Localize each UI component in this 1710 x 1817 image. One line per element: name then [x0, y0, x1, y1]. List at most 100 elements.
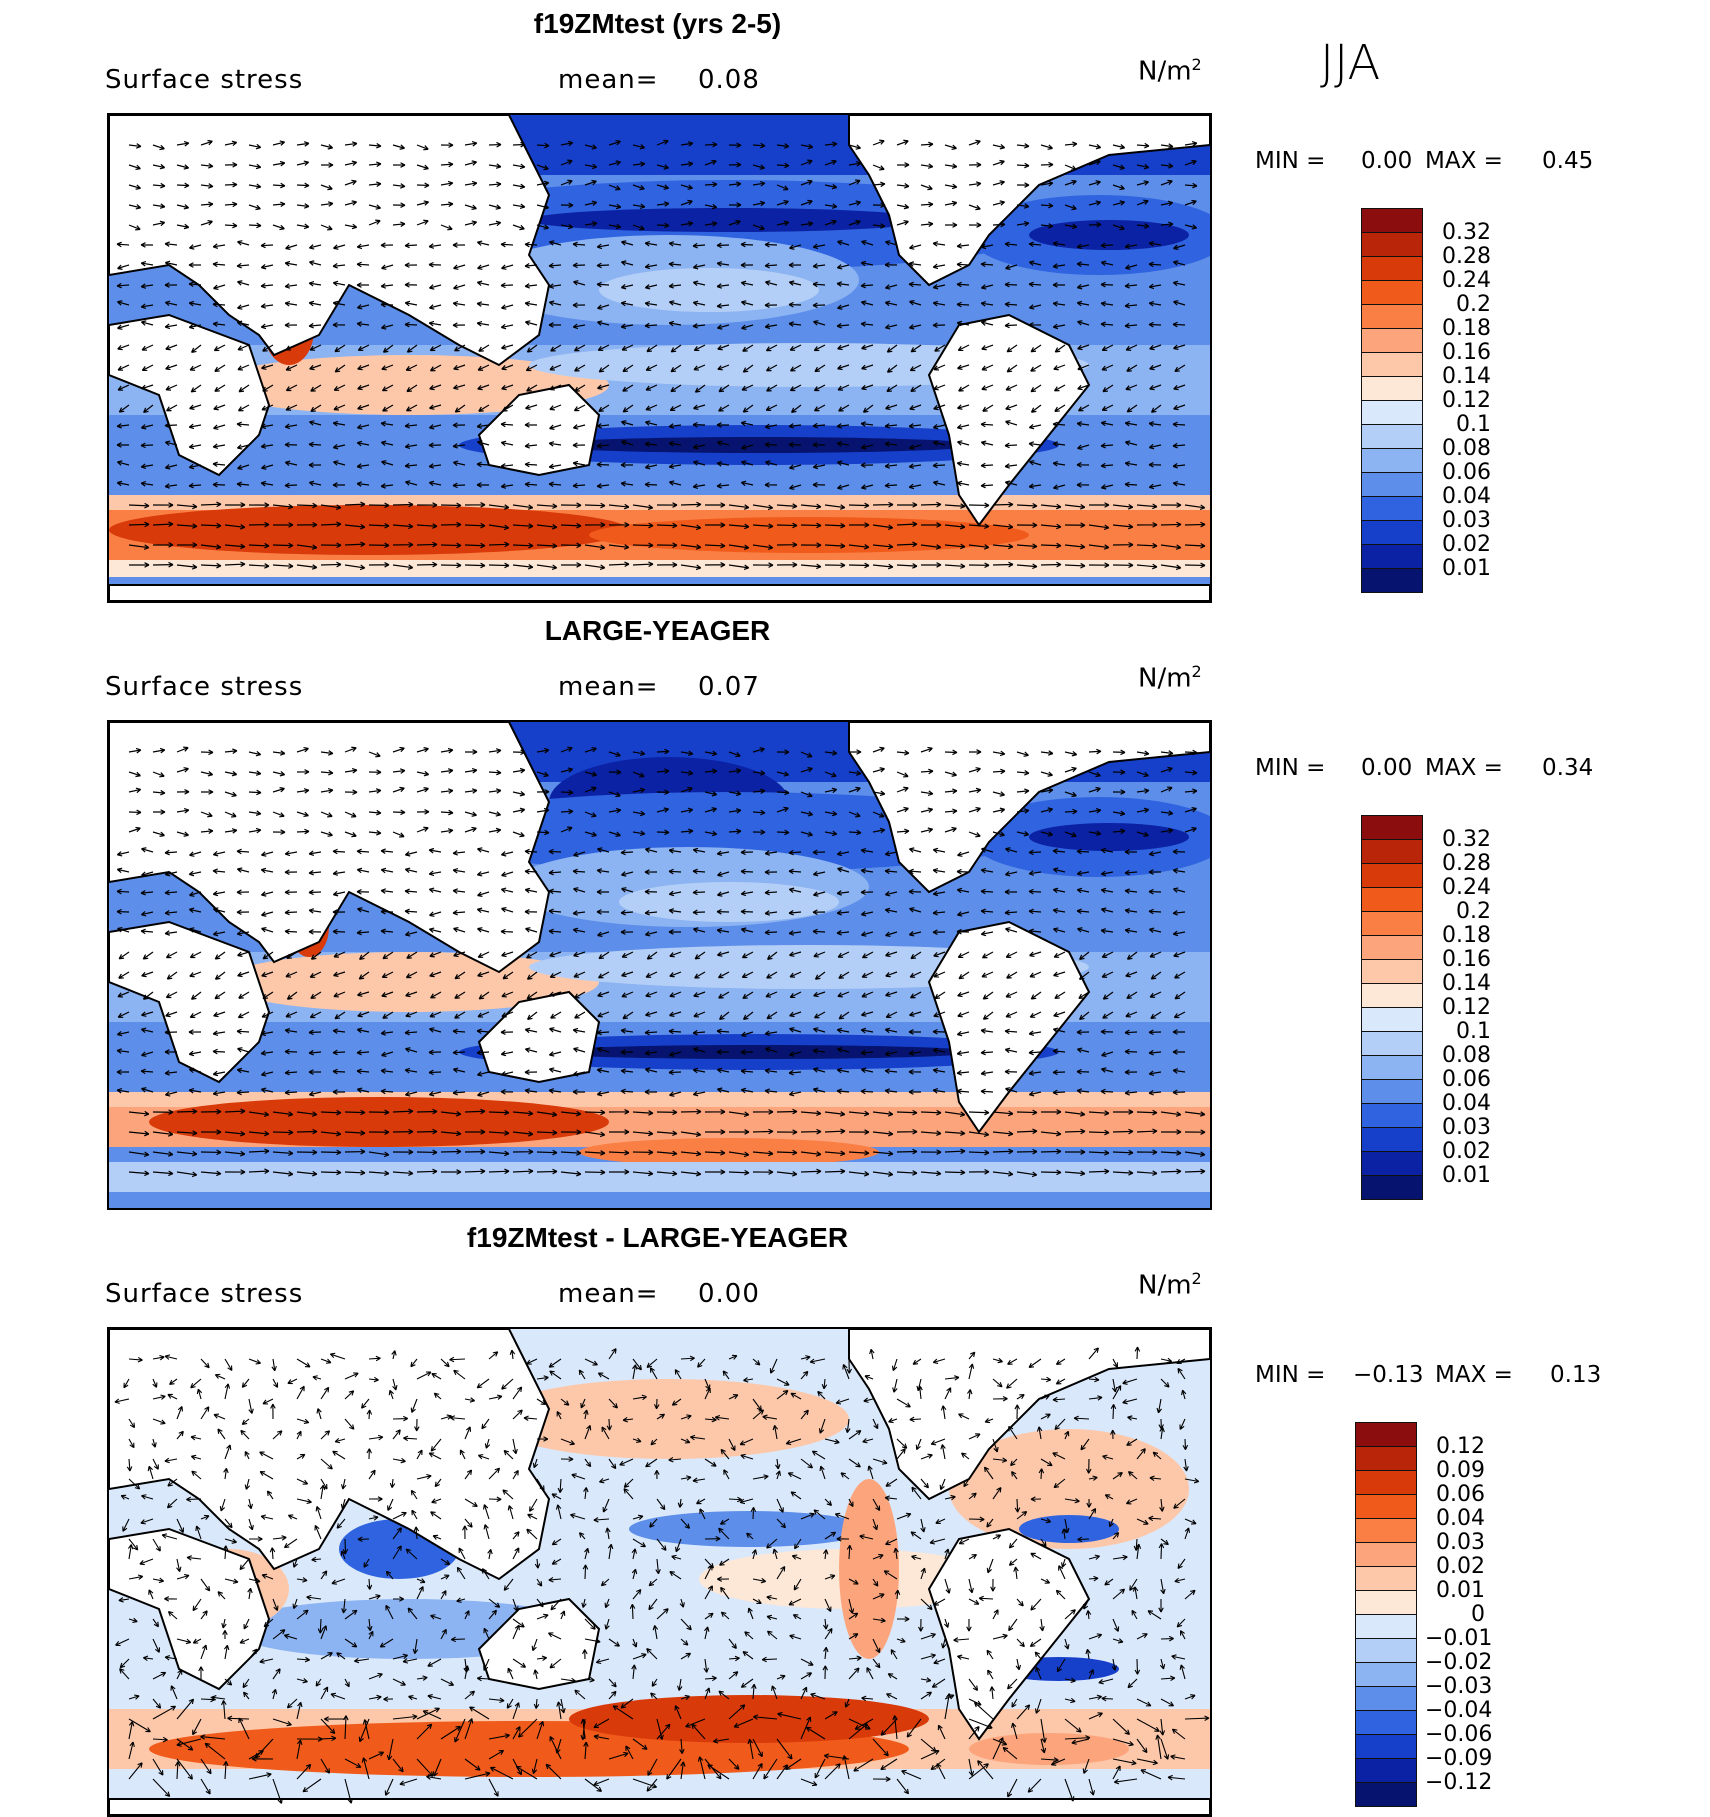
wind-arrow	[1004, 889, 1018, 895]
wind-arrow	[404, 1029, 418, 1036]
wind-arrow	[963, 1478, 970, 1488]
wind-arrow	[884, 868, 898, 875]
wind-arrow	[368, 830, 382, 836]
wind-arrow	[886, 384, 898, 393]
wind-arrow	[340, 1478, 347, 1490]
wind-arrow	[957, 1011, 970, 1018]
wind-arrow	[128, 1151, 150, 1158]
wind-arrow	[824, 1111, 846, 1117]
wind-arrow	[272, 201, 286, 208]
wind-arrow	[992, 144, 1006, 150]
wind-arrow	[844, 1698, 850, 1708]
wind-arrow	[344, 1678, 350, 1688]
wind-arrow	[920, 544, 942, 550]
wind-arrow	[693, 460, 706, 466]
wind-arrow	[1098, 1678, 1114, 1685]
wind-arrow	[649, 1367, 658, 1380]
wind-arrow	[848, 1612, 859, 1620]
colorbar-tick-label: −0.06	[1425, 1722, 1493, 1747]
wind-arrow	[932, 867, 946, 874]
wind-arrow	[152, 1109, 174, 1115]
wind-arrow	[392, 1596, 405, 1602]
wind-arrow	[1005, 991, 1018, 998]
wind-arrow	[620, 909, 634, 916]
wind-arrow	[1160, 786, 1173, 793]
wind-arrow	[631, 1664, 637, 1680]
wind-arrow	[536, 789, 550, 795]
wind-arrow	[836, 322, 850, 329]
wind-arrow	[1112, 1588, 1126, 1600]
wind-arrow	[788, 1598, 802, 1606]
colorbar-swatch	[1355, 1542, 1417, 1567]
colorbar-swatch	[1361, 376, 1423, 401]
wind-arrow	[431, 1498, 442, 1504]
wind-arrow	[824, 1763, 841, 1780]
wind-arrow	[525, 320, 538, 326]
wind-arrow	[1172, 930, 1186, 937]
wind-arrow	[718, 1690, 730, 1700]
wind-arrow	[717, 344, 730, 351]
wind-arrow	[704, 807, 717, 813]
wind-arrow	[416, 1473, 432, 1480]
wind-arrow	[853, 1758, 874, 1772]
wind-arrow	[483, 1658, 490, 1671]
wind-arrow	[501, 264, 514, 270]
wind-arrow	[430, 991, 442, 999]
wind-arrow	[296, 1385, 305, 1400]
wind-arrow	[752, 1169, 774, 1175]
wind-arrow	[860, 910, 874, 917]
wind-arrow	[776, 184, 789, 191]
wind-arrow	[119, 1668, 130, 1680]
colorbar-swatch	[1361, 935, 1423, 960]
wind-arrow	[1040, 1376, 1052, 1383]
wind-arrow	[861, 1695, 874, 1702]
wind-arrow	[789, 971, 802, 978]
wind-arrow	[320, 1735, 337, 1742]
wind-arrow	[356, 1087, 370, 1093]
wind-arrow	[992, 1357, 1003, 1364]
wind-arrow	[956, 1030, 970, 1037]
wind-arrow	[860, 847, 874, 854]
wind-arrow	[1053, 971, 1066, 978]
wind-arrow	[669, 300, 682, 306]
wind-arrow	[260, 423, 274, 430]
colorbar-swatch	[1361, 256, 1423, 281]
wind-arrow	[405, 1047, 418, 1053]
wind-arrow	[752, 1409, 765, 1420]
wind-arrow	[837, 240, 850, 246]
wind-arrow	[892, 1715, 898, 1740]
wind-arrow	[885, 1478, 898, 1487]
wind-arrow	[608, 1678, 617, 1688]
wind-arrow	[584, 1150, 606, 1156]
wind-arrow	[1113, 1778, 1138, 1785]
wind-arrow	[800, 811, 814, 817]
wind-arrow	[272, 542, 294, 549]
wind-arrow	[716, 850, 730, 857]
wind-arrow	[644, 240, 658, 247]
wind-arrow	[332, 1068, 346, 1075]
wind-arrow	[608, 139, 621, 146]
wind-arrow	[116, 1087, 130, 1094]
wind-arrow	[1077, 384, 1090, 391]
panel-2-mean-value: 0.07	[698, 672, 760, 702]
wind-arrow	[1052, 1048, 1066, 1054]
wind-arrow	[1112, 1358, 1118, 1368]
wind-arrow	[944, 222, 958, 228]
wind-arrow	[476, 871, 490, 877]
wind-arrow	[1088, 1110, 1110, 1116]
wind-arrow	[1148, 1089, 1162, 1096]
wind-arrow	[1124, 1090, 1138, 1096]
wind-arrow	[1172, 1029, 1186, 1035]
wind-arrow	[506, 1698, 514, 1709]
wind-arrow	[452, 460, 466, 466]
wind-arrow	[869, 1348, 875, 1360]
wind-arrow	[908, 1029, 922, 1035]
wind-arrow	[284, 889, 298, 896]
wind-arrow	[344, 160, 358, 167]
colorbar-swatch	[1361, 208, 1423, 233]
wind-arrow	[416, 561, 438, 568]
wind-arrow	[368, 1151, 390, 1158]
wind-arrow	[968, 562, 990, 569]
wind-arrow	[440, 542, 462, 549]
wind-arrow	[668, 241, 682, 247]
